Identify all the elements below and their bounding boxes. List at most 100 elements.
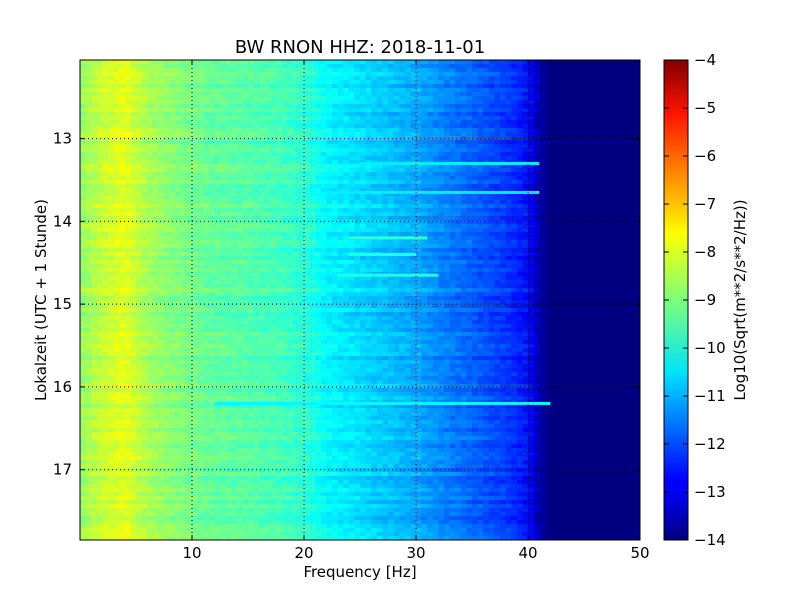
heatmap-cell	[169, 120, 176, 125]
heatmap-cell	[399, 180, 406, 185]
heatmap-cell	[539, 192, 546, 197]
heatmap-cell	[276, 60, 283, 65]
heatmap-cell	[561, 208, 568, 213]
heatmap-cell	[488, 112, 495, 117]
heatmap-cell	[270, 120, 277, 125]
heatmap-cell	[421, 64, 428, 69]
heatmap-cell	[136, 72, 143, 77]
heatmap-cell	[175, 196, 182, 201]
heatmap-cell	[516, 112, 523, 117]
heatmap-cell	[124, 212, 131, 217]
heatmap-cell	[561, 148, 568, 153]
heatmap-cell	[550, 168, 557, 173]
heatmap-cell	[164, 236, 171, 241]
heatmap-cell	[511, 60, 518, 65]
heatmap-cell	[595, 112, 602, 117]
heatmap-cell	[455, 140, 462, 145]
heatmap-cell	[472, 112, 479, 117]
heatmap-cell	[259, 232, 266, 237]
heatmap-cell	[483, 252, 490, 257]
heatmap-cell	[600, 84, 607, 89]
heatmap-cell	[382, 60, 389, 65]
heatmap-cell	[606, 196, 613, 201]
heatmap-cell	[365, 68, 372, 73]
heatmap-cell	[522, 100, 529, 105]
heatmap-cell	[119, 84, 126, 89]
heatmap-cell	[600, 196, 607, 201]
heatmap-cell	[96, 84, 103, 89]
heatmap-cell	[332, 236, 339, 241]
heatmap-cell	[102, 112, 109, 117]
heatmap-cell	[460, 100, 467, 105]
heatmap-cell	[332, 124, 339, 129]
heatmap-cell	[628, 172, 635, 177]
heatmap-cell	[511, 104, 518, 109]
heatmap-cell	[80, 100, 87, 105]
heatmap-cell	[634, 200, 640, 205]
heatmap-cell	[466, 176, 473, 181]
heatmap-cell	[628, 68, 635, 73]
heatmap-cell	[432, 80, 439, 85]
heatmap-cell	[309, 216, 316, 221]
heatmap-cell	[315, 188, 322, 193]
heatmap-cell	[124, 228, 131, 233]
heatmap-cell	[483, 72, 490, 77]
heatmap-cell	[634, 100, 640, 105]
heatmap-cell	[175, 128, 182, 133]
heatmap-cell	[175, 140, 182, 145]
heatmap-cell	[164, 240, 171, 245]
heatmap-cell	[236, 128, 243, 133]
heatmap-cell	[214, 256, 221, 261]
heatmap-cell	[141, 84, 148, 89]
heatmap-cell	[544, 204, 551, 209]
heatmap-cell	[595, 104, 602, 109]
heatmap-cell	[488, 188, 495, 193]
heatmap-cell	[584, 236, 591, 241]
heatmap-cell	[292, 240, 299, 245]
heatmap-cell	[113, 160, 120, 165]
heatmap-cell	[197, 96, 204, 101]
heatmap-cell	[248, 64, 255, 69]
heatmap-cell	[270, 176, 277, 181]
heatmap-cell	[208, 116, 215, 121]
heatmap-cell	[225, 140, 232, 145]
heatmap-cell	[141, 104, 148, 109]
heatmap-cell	[214, 192, 221, 197]
heatmap-cell	[220, 228, 227, 233]
heatmap-cell	[91, 132, 98, 137]
heatmap-cell	[231, 96, 238, 101]
heatmap-cell	[595, 60, 602, 65]
heatmap-cell	[124, 252, 131, 257]
heatmap-cell	[494, 240, 501, 245]
heatmap-cell	[276, 64, 283, 69]
heatmap-cell	[281, 76, 288, 81]
heatmap-cell	[544, 152, 551, 157]
heatmap-cell	[287, 124, 294, 129]
heatmap-cell	[264, 144, 271, 149]
heatmap-cell	[248, 108, 255, 113]
heatmap-cell	[483, 76, 490, 81]
heatmap-cell	[371, 244, 378, 249]
heatmap-cell	[589, 156, 596, 161]
heatmap-cell	[141, 160, 148, 165]
heatmap-cell	[483, 124, 490, 129]
heatmap-cell	[113, 108, 120, 113]
heatmap-cell	[410, 228, 417, 233]
heatmap-cell	[164, 252, 171, 257]
heatmap-cell	[416, 244, 423, 249]
heatmap-cell	[119, 152, 126, 157]
heatmap-cell	[354, 256, 361, 261]
heatmap-cell	[416, 76, 423, 81]
heatmap-cell	[444, 232, 451, 237]
heatmap-cell	[147, 220, 154, 225]
heatmap-cell	[544, 252, 551, 257]
heatmap-cell	[606, 84, 613, 89]
heatmap-cell	[270, 244, 277, 249]
heatmap-cell	[483, 212, 490, 217]
heatmap-cell	[466, 180, 473, 185]
heatmap-cell	[208, 180, 215, 185]
heatmap-cell	[108, 196, 115, 201]
heatmap-cell	[612, 88, 619, 93]
heatmap-cell	[399, 156, 406, 161]
heatmap-cell	[567, 208, 574, 213]
